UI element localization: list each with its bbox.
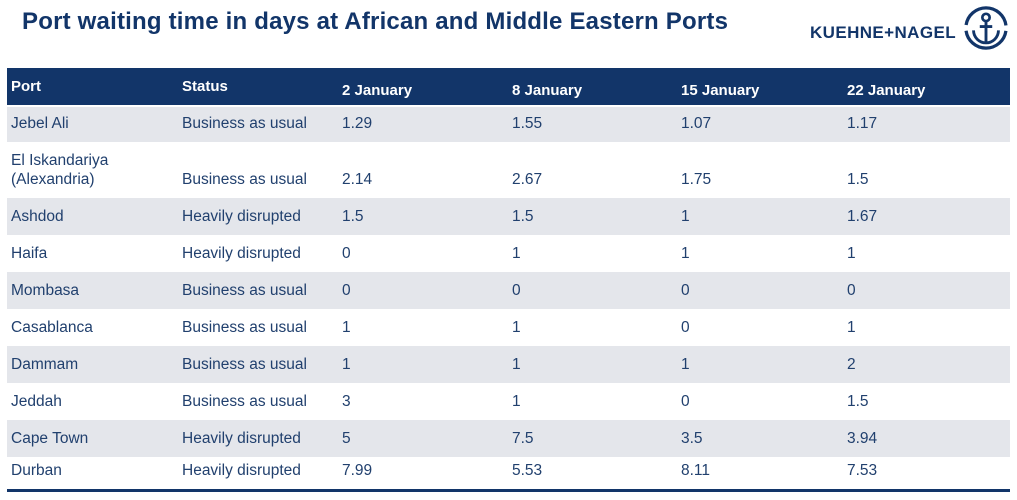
page-header: Port waiting time in days at African and…	[0, 0, 1017, 68]
table-row: Ashdod Heavily disrupted 1.5 1.5 1 1.67	[7, 198, 1010, 235]
table-row: Mombasa Business as usual 0 0 0 0	[7, 272, 1010, 309]
value-cell: 0	[342, 282, 351, 299]
value-cell: 7.53	[847, 461, 878, 479]
value-cell: 1	[847, 319, 856, 336]
header-row: Port Status 2 January 8 January 15 Janua…	[7, 68, 1010, 107]
value-cell: 1	[342, 319, 351, 336]
value-cell: 1.5	[847, 171, 869, 188]
status-cell: Business as usual	[182, 282, 307, 299]
value-cell: 8.11	[681, 461, 711, 479]
value-cell: 1.07	[681, 115, 712, 132]
column-header-2-january: 2 January	[338, 68, 508, 107]
value-cell: 1.67	[847, 208, 878, 225]
port-cell: Casablanca	[11, 319, 93, 336]
port-cell: Ashdod	[11, 208, 64, 225]
table-header: Port Status 2 January 8 January 15 Janua…	[7, 68, 1010, 107]
table-row: Casablanca Business as usual 1 1 0 1	[7, 309, 1010, 346]
value-cell: 2	[847, 356, 856, 373]
table-row: Dammam Business as usual 1 1 1 2	[7, 346, 1010, 383]
status-cell: Business as usual	[182, 171, 307, 188]
status-cell: Business as usual	[182, 356, 307, 373]
column-header-22-january: 22 January	[843, 68, 1010, 107]
column-header-port: Port	[7, 68, 178, 107]
value-cell: 1.17	[847, 115, 878, 132]
value-cell: 0	[681, 282, 690, 299]
value-cell: 3.5	[681, 430, 703, 447]
column-header-status: Status	[178, 68, 338, 107]
value-cell: 2.14	[342, 171, 373, 188]
table-row: Durban Heavily disrupted 7.99 5.53 8.11 …	[7, 457, 1010, 490]
port-cell: Cape Town	[11, 430, 89, 447]
value-cell: 1	[681, 356, 690, 373]
table-body: Jebel Ali Business as usual 1.29 1.55 1.…	[7, 106, 1010, 490]
status-cell: Business as usual	[182, 393, 307, 410]
port-cell: Haifa	[11, 245, 48, 262]
value-cell: 3	[342, 393, 351, 410]
table-row: Jeddah Business as usual 3 1 0 1.5	[7, 383, 1010, 420]
value-cell: 5	[342, 430, 351, 447]
anchor-in-circle-icon	[964, 6, 1008, 50]
port-cell: Dammam	[11, 356, 79, 373]
value-cell: 1	[681, 208, 690, 225]
port-cell: Durban	[11, 461, 62, 479]
value-cell: 0	[681, 319, 690, 336]
value-cell: 1	[512, 356, 521, 373]
port-cell: El Iskandariya (Alexandria)	[11, 152, 109, 188]
brand-logo: KUEHNE+NAGEL	[810, 5, 1009, 51]
page-title: Port waiting time in days at African and…	[22, 8, 729, 35]
table-row: El Iskandariya (Alexandria) Business as …	[7, 142, 1010, 198]
value-cell: 1	[512, 319, 521, 336]
value-cell: 1.29	[342, 115, 373, 132]
table-row: Jebel Ali Business as usual 1.29 1.55 1.…	[7, 106, 1010, 142]
value-cell: 0	[342, 245, 351, 262]
value-cell: 1.5	[512, 208, 534, 225]
value-cell: 1	[512, 245, 521, 262]
value-cell: 7.99	[342, 461, 373, 479]
value-cell: 2.67	[512, 171, 543, 188]
table-row: Cape Town Heavily disrupted 5 7.5 3.5 3.…	[7, 420, 1010, 457]
value-cell: 1.5	[847, 393, 869, 410]
port-cell: Mombasa	[11, 282, 80, 299]
value-cell: 1.75	[681, 171, 712, 188]
port-waiting-table: Port Status 2 January 8 January 15 Janua…	[7, 68, 1010, 492]
value-cell: 1	[847, 245, 856, 262]
value-cell: 1.5	[342, 208, 364, 225]
status-cell: Heavily disrupted	[182, 208, 301, 225]
column-header-15-january: 15 January	[677, 68, 843, 107]
value-cell: 1	[681, 245, 690, 262]
port-cell: Jeddah	[11, 393, 62, 410]
status-cell: Heavily disrupted	[182, 461, 301, 479]
status-cell: Business as usual	[182, 319, 307, 336]
value-cell: 1	[512, 393, 521, 410]
brand-logo-text: KUEHNE+NAGEL	[809, 23, 956, 42]
status-cell: Business as usual	[182, 115, 307, 132]
column-header-8-january: 8 January	[508, 68, 677, 107]
status-cell: Heavily disrupted	[182, 245, 301, 262]
value-cell: 5.53	[512, 461, 543, 479]
value-cell: 1	[342, 356, 351, 373]
value-cell: 0	[681, 393, 690, 410]
value-cell: 7.5	[512, 430, 534, 447]
port-cell: Jebel Ali	[11, 115, 69, 132]
status-cell: Heavily disrupted	[182, 430, 301, 447]
table-row: Haifa Heavily disrupted 0 1 1 1	[7, 235, 1010, 272]
value-cell: 0	[512, 282, 521, 299]
value-cell: 3.94	[847, 430, 878, 447]
value-cell: 1.55	[512, 115, 543, 132]
value-cell: 0	[847, 282, 856, 299]
